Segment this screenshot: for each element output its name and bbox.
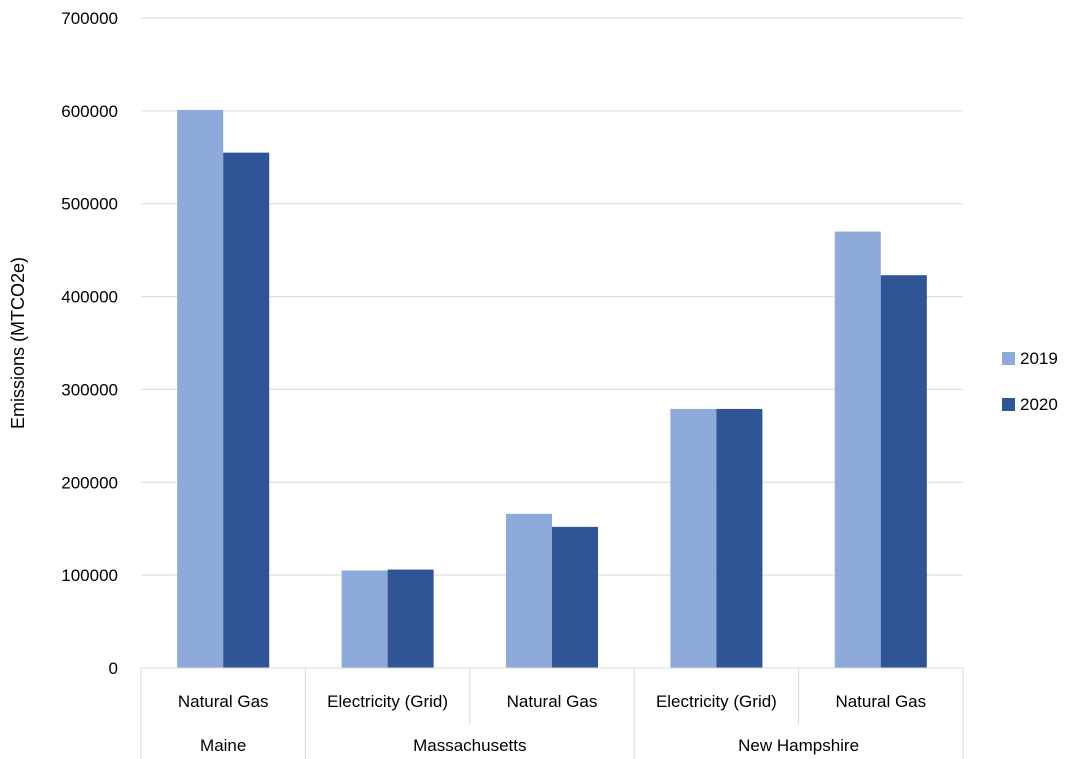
x-category-label: Electricity (Grid) (656, 692, 777, 711)
x-group-label: Massachusetts (413, 736, 526, 755)
y-tick-label: 200000 (61, 473, 118, 492)
x-category-label: Natural Gas (835, 692, 926, 711)
x-group-label: Maine (200, 736, 246, 755)
bar-2020 (880, 275, 927, 668)
x-category-label: Natural Gas (178, 692, 269, 711)
y-tick-label: 100000 (61, 566, 118, 585)
bars (177, 109, 927, 669)
y-tick-label: 0 (109, 659, 118, 678)
bar-2019 (341, 570, 388, 668)
bar-2020 (387, 569, 434, 668)
legend-label: 2019 (1020, 349, 1058, 368)
bar-2019 (834, 231, 881, 669)
legend-swatch-2020 (1002, 398, 1015, 411)
y-axis-label: Emissions (MTCO2e) (8, 257, 28, 429)
y-axis-ticks: 0 100000 200000 300000 400000 500000 600000 700… (61, 9, 118, 678)
legend: 2019 2020 (1002, 349, 1058, 414)
legend-label: 2020 (1020, 395, 1058, 414)
y-tick-label: 500000 (61, 195, 118, 214)
y-tick-label: 700000 (61, 9, 118, 28)
bar-2020 (223, 152, 270, 669)
x-category-label: Natural Gas (507, 692, 598, 711)
bar-2020 (716, 408, 763, 668)
bar-2019 (670, 408, 717, 668)
x-group-label: New Hampshire (738, 736, 859, 755)
x-axis: Natural Gas Electricity (Grid) Natural Gas… (140, 667, 964, 759)
y-tick-label: 300000 (61, 380, 118, 399)
y-tick-label: 400000 (61, 288, 118, 307)
x-category-label: Electricity (Grid) (327, 692, 448, 711)
bar-2020 (552, 526, 599, 668)
y-tick-label: 600000 (61, 102, 118, 121)
bar-2019 (177, 109, 224, 668)
legend-swatch-2019 (1002, 352, 1015, 365)
bar-2019 (505, 513, 552, 668)
gridlines (141, 17, 963, 576)
